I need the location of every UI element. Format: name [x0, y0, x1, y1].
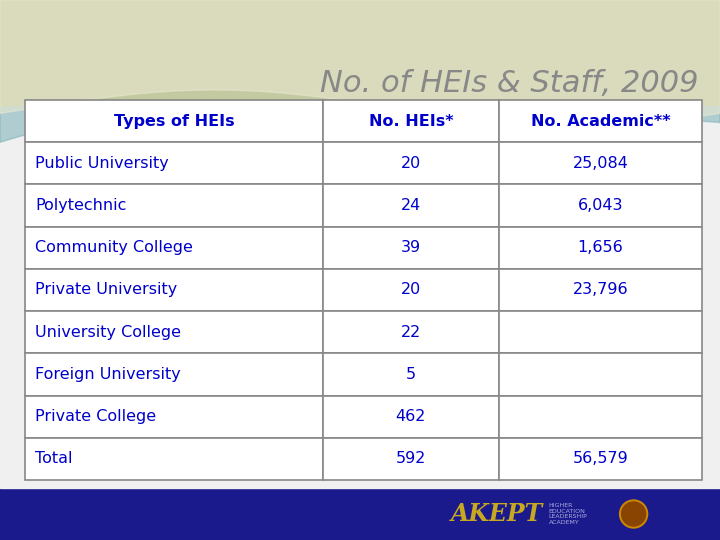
- Text: 5: 5: [406, 367, 416, 382]
- Text: 24: 24: [401, 198, 421, 213]
- Bar: [323, 184, 499, 227]
- Bar: [25, 311, 323, 353]
- Bar: [499, 311, 702, 353]
- Bar: [499, 395, 702, 438]
- Text: 23,796: 23,796: [572, 282, 629, 298]
- Bar: [323, 311, 499, 353]
- Text: Private College: Private College: [35, 409, 156, 424]
- Bar: [0, 488, 720, 540]
- Circle shape: [620, 500, 647, 528]
- Text: Total: Total: [35, 451, 73, 467]
- Bar: [323, 395, 499, 438]
- Text: 462: 462: [396, 409, 426, 424]
- Bar: [499, 438, 702, 480]
- Text: 592: 592: [396, 451, 426, 467]
- Bar: [499, 142, 702, 184]
- Bar: [323, 269, 499, 311]
- Text: Community College: Community College: [35, 240, 193, 255]
- Text: University College: University College: [35, 325, 181, 340]
- Bar: [25, 100, 323, 142]
- Bar: [25, 269, 323, 311]
- Bar: [499, 100, 702, 142]
- Text: 56,579: 56,579: [572, 451, 629, 467]
- Bar: [25, 353, 323, 395]
- Bar: [323, 438, 499, 480]
- Text: No. Academic**: No. Academic**: [531, 113, 670, 129]
- Bar: [323, 142, 499, 184]
- Text: 22: 22: [401, 325, 421, 340]
- Text: 20: 20: [401, 282, 421, 298]
- Text: AKEPT: AKEPT: [451, 502, 543, 526]
- Circle shape: [621, 502, 646, 526]
- Bar: [25, 395, 323, 438]
- Text: Foreign University: Foreign University: [35, 367, 181, 382]
- Bar: [323, 227, 499, 269]
- Text: No. of HEIs & Staff, 2009: No. of HEIs & Staff, 2009: [320, 69, 698, 98]
- Text: Public University: Public University: [35, 156, 168, 171]
- Text: 20: 20: [401, 156, 421, 171]
- Text: 6,043: 6,043: [577, 198, 624, 213]
- Bar: [0, 151, 720, 488]
- Bar: [499, 269, 702, 311]
- Text: No. HEIs*: No. HEIs*: [369, 113, 453, 129]
- Bar: [499, 227, 702, 269]
- Bar: [499, 184, 702, 227]
- Text: Polytechnic: Polytechnic: [35, 198, 127, 213]
- Bar: [499, 353, 702, 395]
- Text: 1,656: 1,656: [577, 240, 624, 255]
- Text: HIGHER
EDUCATION
LEADERSHIP
ACADEMY: HIGHER EDUCATION LEADERSHIP ACADEMY: [549, 503, 588, 525]
- Bar: [25, 142, 323, 184]
- Bar: [323, 353, 499, 395]
- Text: 25,084: 25,084: [572, 156, 629, 171]
- Bar: [323, 100, 499, 142]
- Text: 39: 39: [401, 240, 421, 255]
- Bar: [25, 227, 323, 269]
- Bar: [25, 184, 323, 227]
- Text: Private University: Private University: [35, 282, 177, 298]
- Text: Types of HEIs: Types of HEIs: [114, 113, 234, 129]
- Bar: [25, 438, 323, 480]
